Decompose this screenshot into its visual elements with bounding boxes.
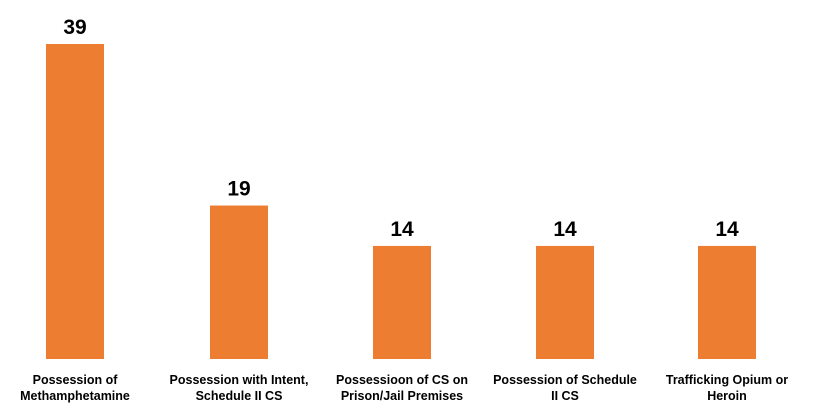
bar-4 [698,245,756,359]
value-label-0: 39 [63,16,86,39]
bar-0 [46,44,104,359]
category-label-line: Possession of Schedule [493,373,637,387]
category-label-1: Possession with Intent, Schedule II CS [170,373,309,403]
category-label-line: Possession of [33,373,119,387]
bar-2 [373,245,431,359]
bar-1 [210,205,268,359]
bar-3 [536,245,594,359]
category-label-line: II CS [551,389,579,403]
category-label-2: Possessioon of CS on Prison/Jail Premises [336,373,468,403]
value-label-1: 19 [227,178,250,201]
value-label-4: 14 [715,218,739,241]
category-label-0: Possession of Methamphetamine [20,373,130,403]
category-label-line: Trafficking Opium or [666,373,788,387]
category-label-line: Prison/Jail Premises [341,389,463,403]
category-label-line: Possession with Intent, [170,373,309,387]
value-label-3: 14 [553,218,577,241]
category-label-4: Trafficking Opium or Heroin [666,373,788,403]
category-label-line: Possessioon of CS on [336,373,468,387]
category-label-line: Methamphetamine [20,389,130,403]
value-labels-group: 39 19 14 14 14 [63,16,739,241]
category-label-line: Heroin [707,389,747,403]
value-label-2: 14 [390,218,414,241]
category-labels-group: Possession of Methamphetamine Possession w… [20,373,788,403]
bars-group [46,44,756,359]
category-label-3: Possession of Schedule II CS [493,373,637,403]
category-label-line: Schedule II CS [196,389,283,403]
